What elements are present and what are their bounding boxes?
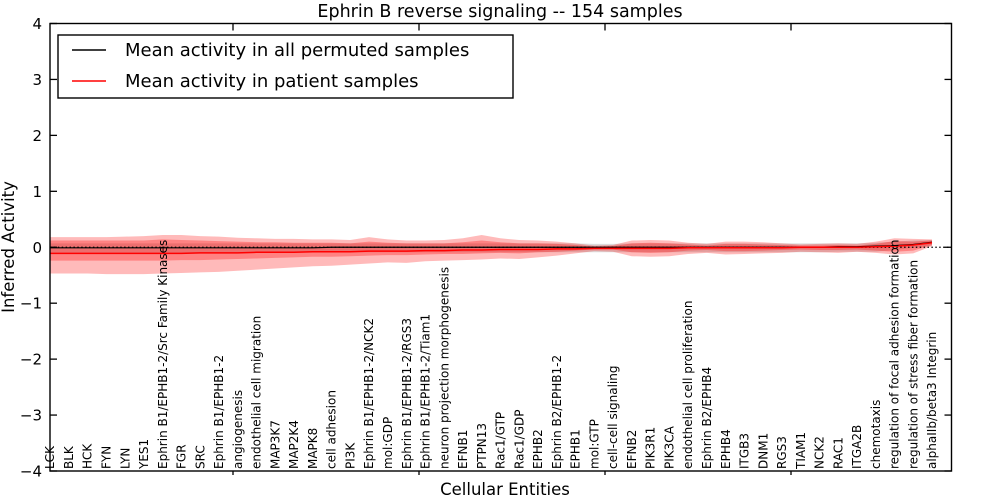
- x-tick-label: regulation of focal adhesion formation: [888, 240, 902, 469]
- x-tick-label: MAPK8: [306, 428, 320, 469]
- y-axis-label: Inferred Activity: [0, 181, 18, 313]
- x-tick-label: EFNB2: [625, 430, 639, 469]
- band-permuted-samples-range: [50, 239, 932, 253]
- x-tick-label: Ephrin B1/EPHB1-2/RGS3: [400, 318, 414, 469]
- x-tick-label: FYN: [99, 446, 113, 469]
- x-tick-label: cell-cell signaling: [606, 366, 620, 470]
- x-tick-label: TIAM1: [794, 432, 808, 470]
- x-tick-label: EFNB1: [456, 430, 470, 469]
- x-tick-label: PI3K: [343, 442, 357, 469]
- y-tick-label: −3: [20, 407, 42, 425]
- x-tick-label: endothelial cell migration: [250, 316, 264, 469]
- x-tick-label: mol:GTP: [587, 419, 601, 469]
- legend-label-patient: Mean activity in patient samples: [125, 71, 419, 92]
- x-tick-label: Rac1/GDP: [512, 410, 526, 469]
- x-tick-label: ITGB3: [738, 433, 752, 469]
- series-line-patient: [50, 242, 933, 255]
- y-tick-label: −4: [20, 463, 42, 481]
- x-tick-label: Ephrin B2/EPHB4: [700, 367, 714, 469]
- x-tick-label: PTPN13: [475, 423, 489, 469]
- x-tick-label: RAC1: [831, 437, 845, 469]
- x-tick-label: Rac1/GTP: [494, 412, 508, 469]
- x-tick-label: regulation of stress fiber formation: [906, 260, 920, 469]
- x-tick-label: Ephrin B1/EPHB1-2/Tiam1: [419, 314, 433, 469]
- x-tick-label: angiogenesis: [231, 390, 245, 469]
- band-patient-samples-outer-range: [50, 234, 932, 275]
- legend-box: [57, 34, 514, 99]
- x-tick-label: BLK: [62, 445, 76, 469]
- x-tick-label: ITGA2B: [850, 425, 864, 469]
- x-tick-label: endothelial cell proliferation: [681, 301, 695, 469]
- x-tick-label: FGR: [175, 444, 189, 469]
- x-tick-label: LYN: [118, 448, 132, 469]
- x-tick-label: Ephrin B1/EPHB1-2: [212, 355, 226, 469]
- x-tick-label: HCK: [81, 443, 95, 469]
- x-tick-label: alphaIIb/beta3 Integrin: [925, 332, 939, 469]
- x-tick-label: DNM1: [756, 433, 770, 469]
- x-tick-label: chemotaxis: [869, 400, 883, 469]
- x-tick-label: mol:GDP: [381, 417, 395, 469]
- chart-title: Ephrin B reverse signaling -- 154 sample…: [317, 2, 682, 22]
- y-tick-label: −2: [20, 351, 42, 369]
- legend-label-permuted: Mean activity in all permuted samples: [125, 40, 469, 61]
- x-tick-label: RGS3: [775, 436, 789, 469]
- x-tick-label: SRC: [193, 445, 207, 469]
- x-tick-label: PIK3CA: [662, 425, 676, 469]
- x-tick-label: PIK3R1: [644, 427, 658, 469]
- x-tick-label: cell adhesion: [325, 390, 339, 469]
- y-tick-label: 0: [32, 239, 42, 257]
- x-tick-label: EPHB4: [719, 429, 733, 469]
- series-line-layer: [50, 241, 952, 255]
- y-tick-label: 2: [32, 127, 42, 145]
- y-tick-label: 3: [32, 71, 42, 89]
- x-tick-label: NCK2: [813, 436, 827, 469]
- x-tick-label: Ephrin B2/EPHB1-2: [550, 355, 564, 469]
- band-layer: [50, 234, 932, 275]
- x-tick-label: MAP2K4: [287, 420, 301, 469]
- legend: Mean activity in all permuted samples Me…: [57, 34, 514, 99]
- x-axis-label: Cellular Entities: [440, 480, 570, 499]
- y-tick-label: 1: [32, 183, 42, 201]
- x-tick-label-layer: LCK BLK HCK FYN LYN YES1 Ephrin B1/EPHB1-2/Src…: [43, 240, 939, 470]
- x-tick-label: EPHB1: [569, 429, 583, 469]
- x-tick-label: Ephrin B1/EPHB1-2/NCK2: [362, 318, 376, 469]
- y-tick-label: 4: [32, 15, 42, 33]
- x-tick-label: neuron projection morphogenesis: [437, 267, 451, 469]
- y-tick-label: −1: [20, 295, 42, 313]
- axes-layer: 4 3 2 1 0 −1 −2 −3 −4: [20, 15, 953, 481]
- x-tick-label: EPHB2: [531, 429, 545, 469]
- x-tick-label: YES1: [137, 439, 151, 470]
- x-tick-label: Ephrin B1/EPHB1-2/Src Family Kinases: [156, 240, 170, 469]
- x-tick-label: MAP3K7: [268, 420, 282, 469]
